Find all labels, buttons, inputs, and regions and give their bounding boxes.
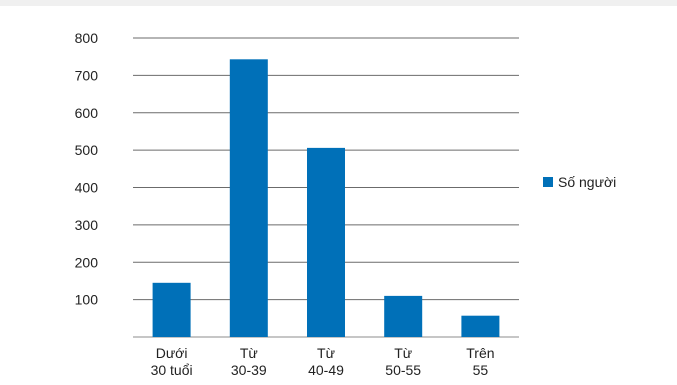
x-tick-label-line: Từ bbox=[317, 345, 335, 361]
x-tick-label-line: 40-49 bbox=[308, 362, 344, 378]
x-tick-label-line: Trên bbox=[466, 345, 494, 361]
x-tick-label: Từ 30-39 bbox=[231, 345, 267, 378]
x-tick-label-line: 30-39 bbox=[231, 362, 267, 378]
bar bbox=[461, 315, 500, 337]
y-tick-label: 500 bbox=[75, 142, 99, 158]
x-tick-label-line: Từ bbox=[394, 345, 412, 361]
legend-label: Số người bbox=[558, 174, 616, 190]
bar bbox=[152, 282, 191, 337]
y-tick-label: 700 bbox=[75, 67, 99, 83]
bar bbox=[307, 147, 345, 337]
y-tick-label: 100 bbox=[75, 292, 99, 308]
y-tick-label: 800 bbox=[75, 30, 99, 46]
top-strip bbox=[0, 0, 677, 6]
x-tick-label: Từ 50-55 bbox=[385, 345, 421, 378]
x-tick-label-line: 55 bbox=[473, 362, 489, 378]
y-axis-ticks: 100 200 300 400 500 600 700 800 bbox=[75, 30, 99, 308]
legend-swatch bbox=[543, 177, 553, 187]
x-tick-label-line: Từ bbox=[240, 345, 258, 361]
bars bbox=[152, 59, 500, 338]
x-tick-label-line: Dưới bbox=[156, 345, 188, 361]
bar bbox=[384, 295, 423, 337]
x-tick-label-line: 30 tuổi bbox=[151, 362, 193, 378]
gridlines bbox=[133, 37, 519, 338]
y-tick-label: 200 bbox=[75, 254, 99, 270]
x-tick-label: Dưới 30 tuổi bbox=[151, 345, 193, 378]
legend: Số người bbox=[543, 174, 616, 190]
y-tick-label: 300 bbox=[75, 217, 99, 233]
bar bbox=[229, 59, 268, 338]
x-tick-label: Trên 55 bbox=[466, 345, 494, 378]
y-tick-label: 600 bbox=[75, 105, 99, 121]
y-tick-label: 400 bbox=[75, 180, 99, 196]
x-tick-label: Từ 40-49 bbox=[308, 345, 344, 378]
x-tick-label-line: 50-55 bbox=[385, 362, 421, 378]
